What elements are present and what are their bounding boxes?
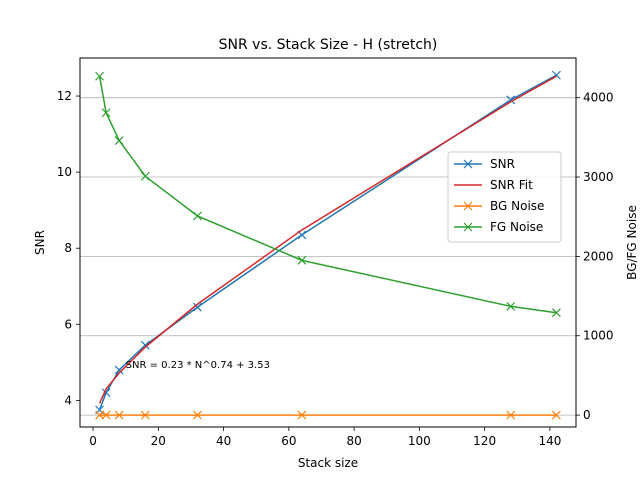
legend-label-snr-fit: SNR Fit [490, 178, 533, 192]
legend-label-fg-noise: FG Noise [490, 220, 543, 234]
y2-tick-label-3: 3000 [583, 170, 614, 184]
y-axis-right: 0 1000 2000 3000 4000 [576, 91, 614, 422]
point-fg-noise-5 [297, 255, 307, 265]
series-layer [95, 70, 561, 420]
x-tick-label-0: 0 [89, 434, 97, 448]
point-bg-noise-1 [101, 410, 111, 420]
plot-frame [79, 57, 577, 428]
legend-item-bg-noise: BG Noise [454, 199, 544, 213]
series-snr-fit [98, 75, 557, 404]
legend-item-fg-noise: FG Noise [454, 220, 543, 234]
y-tick-label-3: 10 [57, 165, 72, 179]
point-bg-noise-6 [506, 410, 516, 420]
x-axis-title: Stack size [298, 456, 358, 470]
point-fg-noise-6 [506, 301, 516, 311]
point-fg-noise-7 [551, 308, 561, 318]
legend-marker-bg-noise [463, 201, 473, 211]
y2-axis-title: BG/FG Noise [625, 205, 639, 280]
y2-tick-label-2: 2000 [583, 249, 614, 263]
x-tick-label-4: 80 [346, 434, 361, 448]
x-tick-label-2: 40 [216, 434, 231, 448]
x-tick-label-1: 20 [151, 434, 166, 448]
y2-tick-label-0: 0 [583, 408, 591, 422]
y-tick-label-2: 8 [64, 241, 72, 255]
y-axis-left: 4 6 8 10 12 [57, 89, 80, 407]
point-bg-noise-2 [114, 410, 124, 420]
point-fg-noise-0 [95, 71, 105, 81]
point-bg-noise-4 [193, 410, 202, 420]
y2-tick-label-1: 1000 [583, 329, 614, 343]
fit-equation-annotation: SNR = 0.23 * N^0.74 + 3.53 [126, 360, 270, 371]
series-line-fg-noise [98, 76, 557, 314]
legend-frame [447, 151, 562, 243]
x-axis: 0 20 40 60 80 100 120 140 [89, 427, 561, 448]
legend-marker-snr [463, 159, 473, 169]
series-fg-noise [95, 71, 561, 318]
legend-item-snr-fit: SNR Fit [454, 178, 533, 192]
point-snr-2 [114, 365, 124, 375]
x-tick-label-6: 120 [473, 434, 496, 448]
legend: SNR SNR Fit BG Noise FG Noise [447, 151, 562, 243]
x-tick-label-5: 100 [408, 434, 431, 448]
point-snr-3 [140, 340, 150, 350]
legend-marker-fg-noise [463, 222, 473, 232]
series-line-snr-fit [98, 75, 557, 404]
point-bg-noise-5 [297, 410, 307, 420]
legend-label-bg-noise: BG Noise [490, 199, 544, 213]
point-bg-noise-3 [140, 410, 150, 420]
y2-tick-label-4: 4000 [583, 91, 614, 105]
point-fg-noise-2 [114, 136, 124, 145]
chart-title: SNR vs. Stack Size - H (stretch) [219, 37, 438, 53]
point-fg-noise-4 [193, 211, 202, 221]
x-tick-label-3: 60 [281, 434, 296, 448]
series-bg-noise [95, 410, 561, 420]
y-tick-label-4: 12 [57, 89, 72, 103]
legend-item-snr: SNR [454, 157, 515, 171]
point-bg-noise-0 [95, 410, 105, 420]
point-snr-4 [193, 302, 202, 312]
y-tick-label-0: 4 [64, 393, 72, 407]
point-bg-noise-7 [551, 410, 561, 420]
y-tick-label-1: 6 [64, 317, 72, 331]
point-fg-noise-3 [140, 171, 150, 181]
legend-label-snr: SNR [490, 157, 515, 171]
x-tick-label-7: 140 [538, 434, 561, 448]
point-fg-noise-1 [101, 108, 111, 118]
y-axis-title: SNR [33, 230, 47, 255]
